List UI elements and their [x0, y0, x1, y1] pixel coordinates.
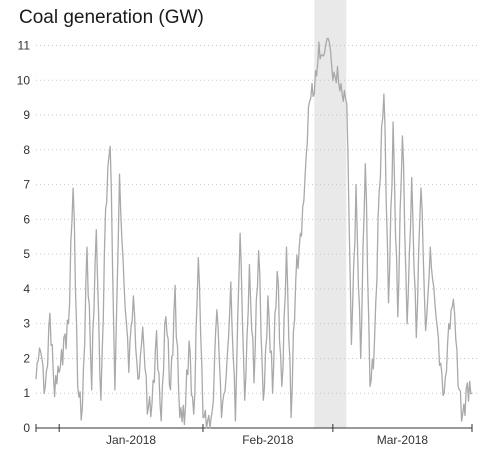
- y-tick-label: 7: [23, 178, 30, 192]
- y-tick-label: 11: [18, 39, 31, 53]
- y-tick-label: 9: [23, 108, 30, 122]
- x-tick-label-feb: Feb-2018: [242, 433, 294, 447]
- x-axis: [35, 424, 473, 432]
- y-tick-label: 1: [23, 386, 30, 400]
- x-tick-labels: Jan-2018 Feb-2018 Mar-2018: [106, 433, 428, 447]
- y-tick-label: 0: [23, 421, 30, 435]
- x-tick-label-mar: Mar-2018: [377, 433, 429, 447]
- y-tick-label: 10: [17, 73, 31, 87]
- x-tick-label-jan: Jan-2018: [106, 433, 156, 447]
- y-tick-label: 6: [23, 212, 30, 226]
- y-tick-label: 4: [23, 282, 30, 296]
- highlight-band: [314, 0, 347, 428]
- y-tick-label: 2: [23, 351, 30, 365]
- y-axis: 0 1 2 3 4 5 6 7 8 9 10 11: [17, 39, 31, 436]
- coal-generation-line: [35, 37, 473, 429]
- y-tick-label: 8: [23, 143, 30, 157]
- y-tick-label: 3: [23, 317, 30, 331]
- y-tick-label: 5: [23, 247, 30, 261]
- chart-title: Coal generation (GW): [19, 7, 204, 28]
